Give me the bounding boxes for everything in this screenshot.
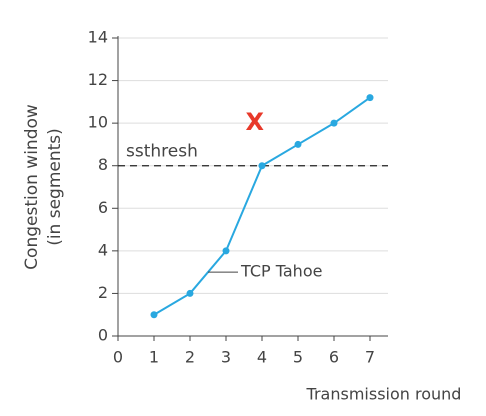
- y-tick-label: 14: [88, 28, 108, 47]
- x-tick-label: 3: [221, 348, 231, 367]
- data-point: [222, 247, 230, 255]
- y-tick-label: 0: [98, 326, 108, 345]
- data-point: [294, 140, 302, 148]
- data-point: [186, 289, 194, 297]
- legend-label: TCP Tahoe: [240, 262, 322, 281]
- x-axis-label: Transmission round: [306, 385, 462, 404]
- y-tick-label: 12: [88, 70, 108, 89]
- data-point: [366, 94, 374, 102]
- data-point: [258, 162, 266, 170]
- y-tick-label: 6: [98, 198, 108, 217]
- data-point: [330, 119, 338, 127]
- x-tick-label: 5: [293, 348, 303, 367]
- y-axis-label: (in segments): [45, 128, 65, 246]
- loss-marker: X: [246, 108, 265, 136]
- x-tick-label: 2: [185, 348, 195, 367]
- y-tick-label: 4: [98, 240, 108, 259]
- y-tick-label: 10: [88, 113, 108, 132]
- threshold-label: ssthresh: [126, 142, 198, 162]
- x-tick-label: 6: [329, 348, 339, 367]
- x-tick-label: 7: [365, 348, 375, 367]
- x-tick-label: 4: [257, 348, 267, 367]
- y-tick-label: 8: [98, 155, 108, 174]
- data-point: [150, 311, 158, 319]
- y-tick-label: 2: [98, 283, 108, 302]
- x-tick-label: 1: [149, 348, 159, 367]
- y-axis-label: Congestion window: [22, 104, 42, 270]
- x-tick-label: 0: [113, 348, 123, 367]
